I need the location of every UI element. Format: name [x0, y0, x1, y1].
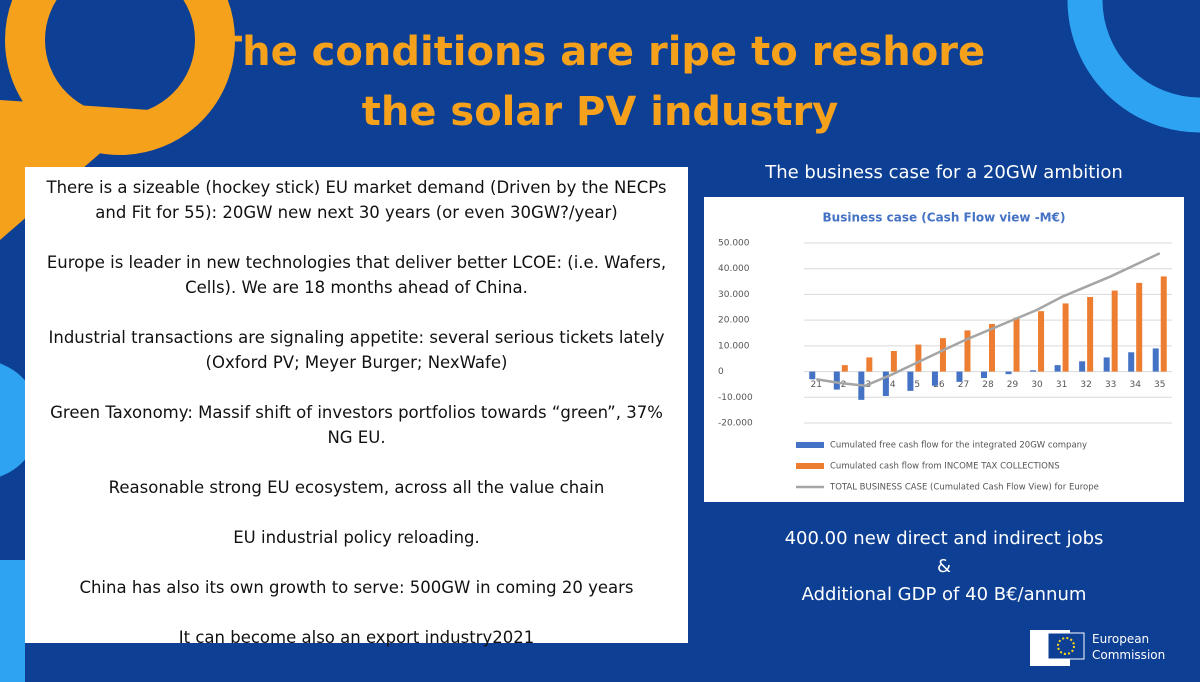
- bar: [1013, 317, 1020, 372]
- logo-text: European: [1092, 632, 1149, 646]
- x-tick-label: 29: [1007, 380, 1019, 390]
- bar: [841, 365, 848, 372]
- x-tick-label: 32: [1080, 380, 1091, 390]
- bar: [939, 338, 946, 372]
- y-tick-label: 40.000: [718, 264, 750, 274]
- x-tick-label: 26: [933, 380, 945, 390]
- legend-label: Cumulated cash flow from INCOME TAX COLL…: [830, 462, 1060, 472]
- legend-label: TOTAL BUSINESS CASE (Cumulated Cash Flow…: [829, 483, 1099, 493]
- bar: [931, 371, 938, 386]
- bar: [989, 324, 995, 372]
- y-tick-label: 30.000: [718, 290, 750, 300]
- summary-line: 400.00 new direct and indirect jobs: [784, 528, 1104, 549]
- x-tick-label: 28: [982, 380, 994, 390]
- bar: [915, 344, 922, 372]
- logo-stars: [1057, 637, 1075, 655]
- x-tick-label: 22: [835, 380, 846, 390]
- paragraph: There is a sizeable (hockey stick) EU ma…: [46, 178, 667, 222]
- legend-swatch: [796, 463, 824, 469]
- y-tick-label: 50.000: [718, 239, 750, 249]
- bar: [1160, 276, 1167, 372]
- summary-line: Additional GDP of 40 B€/annum: [801, 584, 1087, 605]
- bar: [882, 371, 889, 396]
- bar: [890, 351, 897, 372]
- bar: [907, 371, 914, 391]
- x-tick-label: 24: [884, 380, 896, 390]
- text-box: There is a sizeable (hockey stick) EU ma…: [25, 167, 688, 647]
- chart: Business case (Cash Flow view -M€) -20.0…: [704, 197, 1184, 502]
- x-tick-label: 25: [909, 380, 920, 390]
- line: [816, 252, 1161, 387]
- logo-flag: [1047, 632, 1085, 660]
- bar: [1054, 365, 1061, 372]
- paragraph: Europe is leader in new technologies tha…: [46, 253, 667, 297]
- bar: [1103, 357, 1110, 372]
- chart-heading: The business case for a 20GW ambition: [765, 162, 1123, 183]
- logo: European Commission: [1030, 630, 1165, 666]
- x-tick-label: 31: [1056, 380, 1067, 390]
- bar: [1128, 352, 1135, 372]
- bar: [1038, 311, 1045, 372]
- paragraph: China has also its own growth to serve: …: [79, 578, 634, 597]
- x-tick-label: 35: [1154, 380, 1165, 390]
- bar: [964, 330, 971, 372]
- bar: [1087, 297, 1094, 372]
- paragraph: Green Taxonomy: Massif shift of investor…: [50, 403, 663, 447]
- logo-text: Commission: [1092, 648, 1165, 662]
- title: The conditions are ripe to reshore the s…: [0, 22, 1200, 142]
- bar: [1030, 370, 1037, 372]
- bar: [1152, 348, 1159, 372]
- paragraph: EU industrial policy reloading.: [233, 528, 480, 547]
- chart-title: Business case (Cash Flow view -M€): [823, 211, 1066, 225]
- y-tick-label: 10.000: [718, 341, 750, 351]
- x-tick-label: 33: [1105, 380, 1116, 390]
- decor-bar: [0, 560, 25, 682]
- paragraph: Industrial transactions are signaling ap…: [48, 328, 665, 372]
- title-line: the solar PV industry: [361, 89, 839, 135]
- bar: [833, 371, 840, 390]
- bar: [1111, 290, 1118, 372]
- x-tick-label: 30: [1031, 380, 1043, 390]
- bar: [1062, 303, 1069, 372]
- y-tick-label: 20.000: [718, 316, 750, 326]
- x-tick-label: 34: [1129, 380, 1141, 390]
- y-tick-label: -20.000: [718, 419, 753, 429]
- paragraph: It can become also an export industry202…: [178, 628, 535, 647]
- x-tick-label: 21: [811, 380, 822, 390]
- bar: [1079, 361, 1086, 372]
- y-tick-label: -10.000: [718, 393, 753, 403]
- bar: [1005, 371, 1012, 375]
- title-line: The conditions are ripe to reshore: [214, 29, 986, 75]
- summary: 400.00 new direct and indirect jobs & Ad…: [704, 525, 1184, 609]
- summary-line: &: [936, 556, 952, 577]
- paragraph: Reasonable strong EU ecosystem, across a…: [108, 478, 605, 497]
- legend-label: Cumulated free cash flow for the integra…: [830, 441, 1087, 451]
- bar: [981, 371, 987, 378]
- x-tick-label: 27: [958, 380, 969, 390]
- bar: [956, 371, 963, 382]
- legend-swatch: [796, 442, 824, 448]
- y-tick-label: 0: [718, 367, 724, 377]
- bar: [1136, 282, 1143, 372]
- bar: [866, 357, 873, 372]
- bar: [809, 371, 816, 380]
- decor-dot: [98, 53, 142, 97]
